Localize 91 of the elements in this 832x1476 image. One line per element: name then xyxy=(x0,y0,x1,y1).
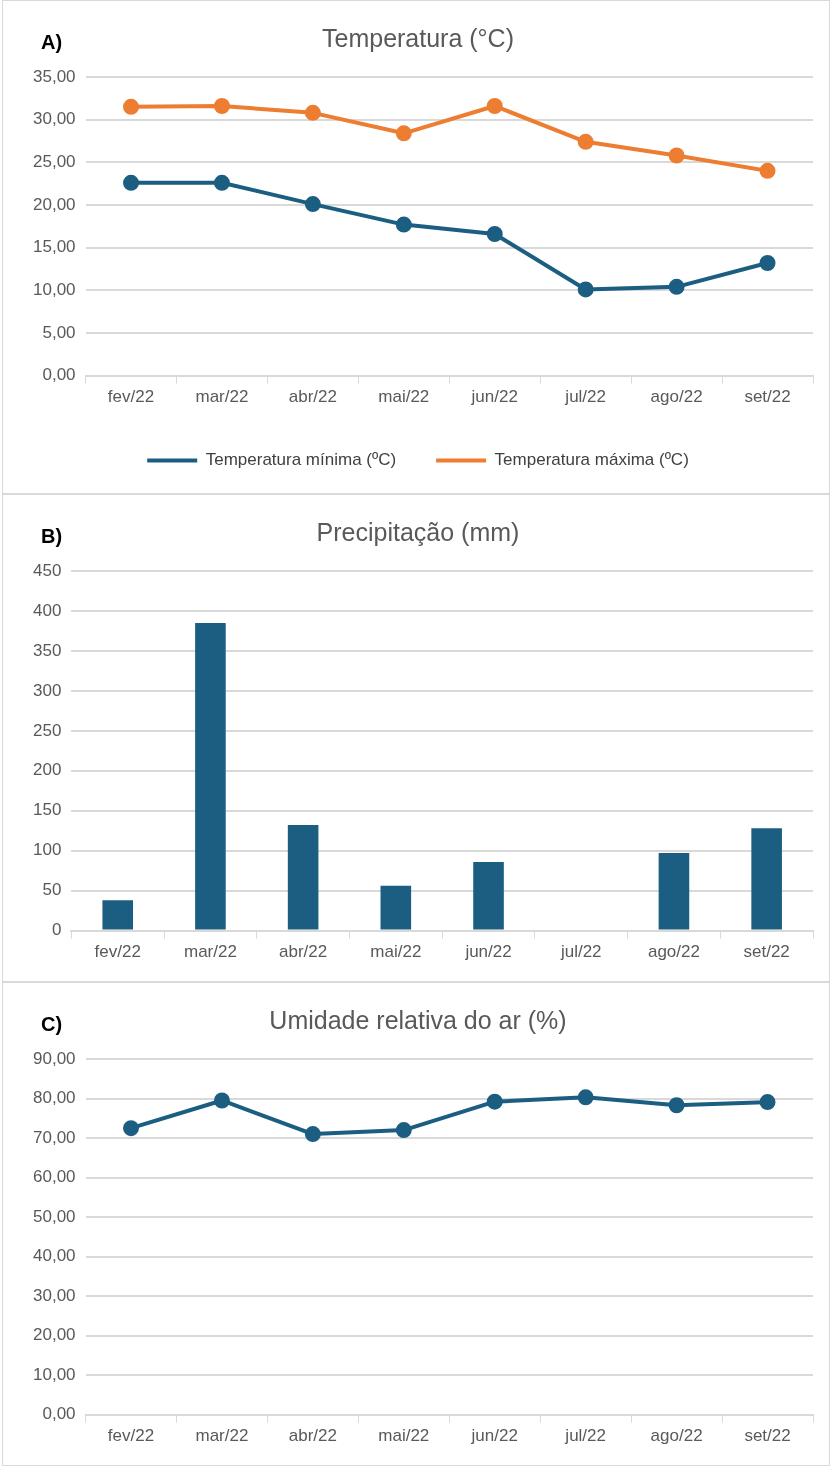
y-tick-label: 5,00 xyxy=(42,322,76,342)
y-tick-label: 20,00 xyxy=(32,1325,76,1345)
point xyxy=(304,104,321,121)
x-tick-label: abr/22 xyxy=(288,387,337,407)
text: B) xyxy=(41,525,63,548)
y-tick-label: 450 xyxy=(32,560,62,580)
y-tick-label: 0 xyxy=(51,920,62,940)
point xyxy=(213,174,230,191)
point xyxy=(759,254,776,271)
x-tick-label: jul/22 xyxy=(559,942,602,962)
y-tick-label: 15,00 xyxy=(32,237,76,257)
point xyxy=(577,281,594,298)
x-tick-label: set/22 xyxy=(744,1426,791,1446)
point xyxy=(304,1126,321,1143)
point xyxy=(668,1097,685,1114)
legend-label: Temperatura máxima (ºC) xyxy=(494,450,689,470)
bar xyxy=(380,885,412,930)
x-tick-label: jul/22 xyxy=(564,1426,606,1446)
x-tick-label: mai/22 xyxy=(378,387,430,407)
y-tick-label: 40,00 xyxy=(32,1246,76,1266)
legend-label: Temperatura mínima (ºC) xyxy=(205,450,397,470)
x-tick-label: jun/22 xyxy=(470,387,518,407)
chart-title: Temperatura (°C) xyxy=(322,23,514,52)
bar xyxy=(195,622,226,930)
point xyxy=(759,1094,776,1111)
point xyxy=(486,98,503,115)
x-tick-label: ago/22 xyxy=(650,387,703,407)
y-tick-label: 250 xyxy=(32,720,62,740)
point xyxy=(395,216,412,233)
x-tick-label: ago/22 xyxy=(647,942,700,962)
point xyxy=(123,1120,140,1137)
bar xyxy=(287,825,319,930)
y-tick-label: 70,00 xyxy=(32,1127,76,1147)
point xyxy=(213,1092,230,1109)
point xyxy=(395,125,412,142)
x-tick-label: ago/22 xyxy=(650,1426,703,1446)
x-tick-label: mar/22 xyxy=(195,1426,249,1446)
y-tick-label: 350 xyxy=(32,640,62,660)
y-tick-label: 20,00 xyxy=(32,194,76,214)
point xyxy=(577,133,594,150)
point xyxy=(395,1122,412,1139)
y-tick-label: 30,00 xyxy=(32,109,76,129)
x-tick-label: abr/22 xyxy=(279,942,328,962)
point xyxy=(486,225,503,242)
point xyxy=(304,196,321,213)
x-tick-label: jun/22 xyxy=(470,1426,518,1446)
x-tick-label: mar/22 xyxy=(183,942,237,962)
x-tick-label: mai/22 xyxy=(370,942,422,962)
y-tick-label: 0,00 xyxy=(42,365,76,385)
x-tick-label: fev/22 xyxy=(94,942,141,962)
y-tick-label: 50 xyxy=(42,880,62,900)
point xyxy=(668,147,685,164)
y-tick-label: 0,00 xyxy=(42,1404,76,1424)
point xyxy=(668,278,685,295)
y-tick-label: 400 xyxy=(32,600,62,620)
y-tick-label: 25,00 xyxy=(32,152,76,171)
y-tick-label: 10,00 xyxy=(32,1364,76,1384)
y-tick-label: 90,00 xyxy=(32,1048,76,1068)
y-tick-label: 100 xyxy=(32,840,62,860)
y-tick-label: 150 xyxy=(32,800,62,820)
y-tick-label: 300 xyxy=(32,680,62,700)
x-tick-label: abr/22 xyxy=(288,1426,337,1446)
y-tick-label: 80,00 xyxy=(32,1088,76,1108)
y-tick-label: 10,00 xyxy=(32,279,76,299)
x-tick-label: jul/22 xyxy=(564,387,606,407)
x-tick-label: mar/22 xyxy=(195,387,249,407)
x-tick-label: fev/22 xyxy=(107,1426,155,1446)
y-tick-label: 30,00 xyxy=(32,1285,76,1305)
bar xyxy=(658,853,690,930)
bar xyxy=(102,900,134,930)
x-tick-label: set/22 xyxy=(743,942,790,962)
x-tick-label: fev/22 xyxy=(107,387,155,407)
point xyxy=(123,98,140,115)
chart-title: Precipitação (mm) xyxy=(316,517,520,546)
bar xyxy=(751,828,782,930)
y-tick-label: 35,00 xyxy=(32,66,76,86)
point xyxy=(123,174,140,191)
y-tick-label: 60,00 xyxy=(32,1167,76,1187)
x-tick-label: mai/22 xyxy=(378,1426,430,1446)
x-tick-label: set/22 xyxy=(744,387,791,407)
text: C) xyxy=(41,1013,63,1036)
text: A) xyxy=(41,31,63,54)
point xyxy=(759,162,776,179)
point xyxy=(486,1093,503,1110)
y-tick-label: 50,00 xyxy=(32,1206,76,1226)
point xyxy=(213,98,230,115)
chart-title: Umidade relativa do ar (%) xyxy=(269,1005,567,1034)
bar xyxy=(473,861,504,930)
point xyxy=(577,1089,594,1106)
x-tick-label: jun/22 xyxy=(464,942,512,962)
y-tick-label: 200 xyxy=(32,760,62,780)
